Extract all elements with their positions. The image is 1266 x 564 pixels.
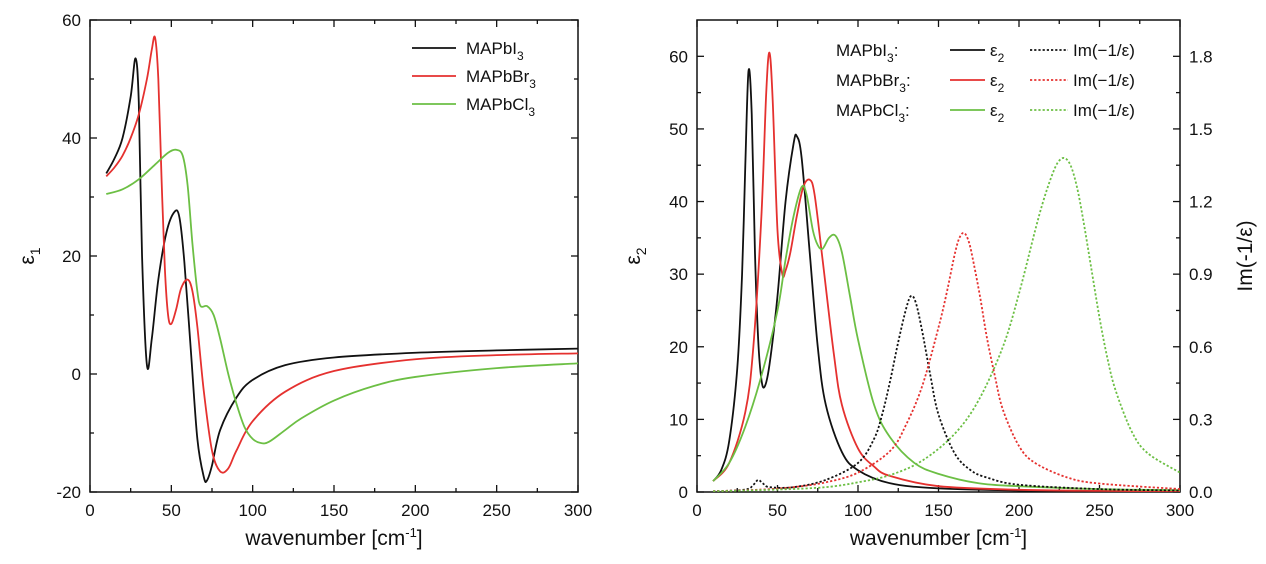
legend-loss-label: Im(−1/ε) (1073, 41, 1135, 60)
legend-material-label: MAPbBr3: (836, 71, 911, 95)
plot-frame (89, 19, 579, 493)
y-axis-label: ε1 (16, 247, 43, 264)
y-tick-label: 50 (669, 120, 688, 139)
y2-tick-label: 0.9 (1189, 265, 1213, 284)
epsilon2-loss-chart: 0 50 100 150 200 250 300 0 10 20 30 40 50 60 0.0 0.3 0.6… (622, 19, 1257, 550)
legend-label: MAPbI3 (466, 39, 524, 63)
legend-label: MAPbCl3 (466, 95, 535, 119)
legend-material-label: MAPbCl3: (836, 101, 910, 125)
y-tick-label: 20 (62, 247, 81, 266)
y-tick-label: 10 (669, 410, 688, 429)
legend-loss-label: Im(−1/ε) (1073, 71, 1135, 90)
x-tick-label: 100 (844, 501, 872, 520)
series-group (712, 51, 1180, 492)
y-tick-label: 40 (669, 193, 688, 212)
x-tick-label: 300 (564, 501, 592, 520)
series-line-0 (105, 57, 578, 483)
y-axis-label: ε2 (622, 247, 649, 264)
x-tick-label: 250 (482, 501, 510, 520)
x-tick-label: 200 (401, 501, 429, 520)
y2-tick-label: 1.2 (1189, 193, 1213, 212)
legend-material-label: MAPbI3: (836, 41, 898, 65)
legend-label: MAPbBr3 (466, 67, 536, 91)
legend: MAPbI3: ε2 Im(−1/ε) MAPbBr3: ε2 Im(−1/ε) MAPbC… (836, 41, 1135, 125)
legend-loss-label: Im(−1/ε) (1073, 101, 1135, 120)
y2-tick-label: 0.3 (1189, 410, 1213, 429)
y-tick-label: 20 (669, 338, 688, 357)
epsilon2-plot-area: 0 50 100 150 200 250 300 0 10 20 30 40 50 60 0.0 0.3 0.6… (669, 19, 1213, 520)
series-line-2 (712, 184, 1180, 492)
y2-tick-label: 1.5 (1189, 120, 1213, 139)
y2-tick-label: 0.0 (1189, 483, 1213, 502)
x-tick-label: 250 (1085, 501, 1113, 520)
series-line-2 (106, 148, 578, 445)
x-tick-label: 50 (162, 501, 181, 520)
y-tick-label: 0 (679, 483, 688, 502)
x-axis-label: wavenumber [cm-1] (244, 525, 422, 550)
series-line-1 (105, 35, 578, 474)
y-tick-label: 60 (669, 47, 688, 66)
y-tick-label: 30 (669, 265, 688, 284)
y2-axis-label: Im(-1/ε) (1234, 220, 1257, 291)
x-tick-label: 150 (320, 501, 348, 520)
series-line-0 (712, 68, 1180, 492)
x-tick-label: 50 (768, 501, 787, 520)
legend: MAPbI3 MAPbBr3 MAPbCl3 (412, 39, 536, 119)
y-tick-label: 60 (62, 11, 81, 30)
x-tick-label: 200 (1005, 501, 1033, 520)
series-line-5 (713, 157, 1180, 492)
x-tick-label: 100 (238, 501, 266, 520)
legend-eps2-label: ε2 (990, 41, 1005, 65)
x-tick-label: 300 (1166, 501, 1194, 520)
y2-tick-label: 0.6 (1189, 338, 1213, 357)
y-tick-label: -20 (56, 483, 81, 502)
plot-frame (696, 19, 1181, 493)
series-group (105, 35, 578, 483)
x-axis-label: wavenumber [cm-1] (849, 525, 1027, 550)
y2-tick-label: 1.8 (1189, 47, 1213, 66)
x-tick-label: 150 (924, 501, 952, 520)
legend-eps2-label: ε2 (990, 71, 1005, 95)
x-tick-label: 0 (692, 501, 701, 520)
series-line-1 (712, 51, 1180, 492)
y-tick-label: 40 (62, 129, 81, 148)
series-line-4 (713, 231, 1180, 492)
y-tick-label: 0 (72, 365, 81, 384)
x-tick-label: 0 (85, 501, 94, 520)
legend-eps2-label: ε2 (990, 101, 1005, 125)
series-line-3 (713, 294, 1180, 492)
